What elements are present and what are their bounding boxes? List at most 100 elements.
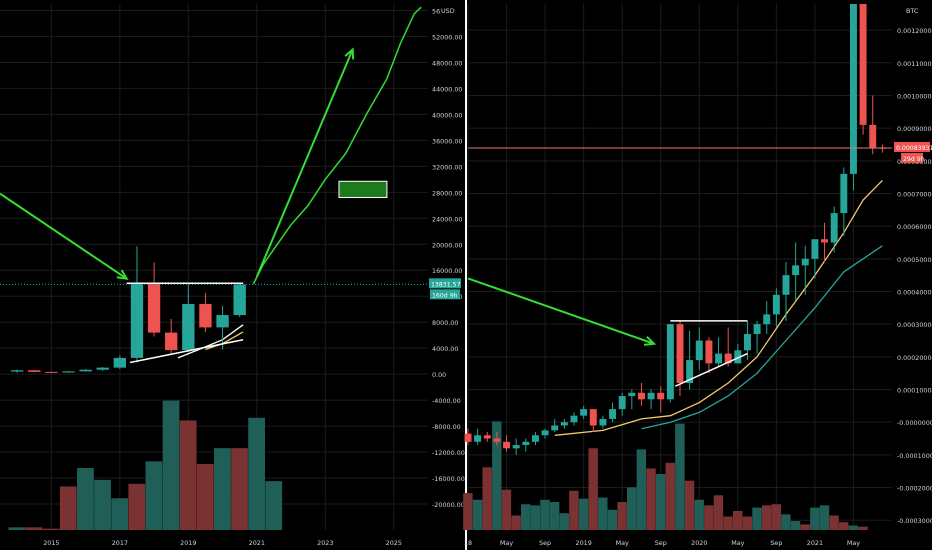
annotation-arrow[interactable] bbox=[467, 277, 657, 346]
chart-left-usd[interactable]: -20000.00 -16000.00 -12000.00 -8000.00 -4000… bbox=[0, 0, 466, 550]
candle[interactable] bbox=[62, 371, 75, 373]
support-trend-line[interactable] bbox=[129, 338, 244, 364]
candle[interactable] bbox=[45, 371, 58, 373]
candle[interactable] bbox=[522, 438, 530, 452]
arrow-head bbox=[643, 335, 657, 346]
candle[interactable] bbox=[28, 369, 41, 373]
candle[interactable] bbox=[859, 4, 867, 135]
candle[interactable] bbox=[560, 418, 568, 429]
candle[interactable] bbox=[474, 428, 482, 446]
price-axis-labels: -0.00030000 -0.00020000 -0.00010000 -0.0000… bbox=[897, 27, 932, 525]
candle[interactable] bbox=[503, 435, 511, 452]
volume-bar bbox=[819, 505, 830, 530]
countdown-text: 29d 9h bbox=[903, 156, 925, 163]
candle[interactable] bbox=[647, 389, 655, 410]
candle[interactable] bbox=[637, 382, 645, 406]
candle[interactable] bbox=[599, 415, 607, 429]
candle-body bbox=[715, 353, 723, 364]
candle[interactable] bbox=[165, 318, 178, 354]
chart-right-btc[interactable]: -0.00030000 -0.00020000 -0.00010000 -0.0000… bbox=[463, 0, 932, 550]
volume-bar bbox=[265, 481, 283, 530]
time-tick-label: May bbox=[847, 539, 860, 547]
candle[interactable] bbox=[551, 418, 559, 432]
price-tick-label: 20000.00 bbox=[432, 241, 463, 249]
candle[interactable] bbox=[772, 288, 780, 328]
volume-bar bbox=[790, 521, 801, 530]
volume-bar bbox=[588, 448, 598, 530]
candle[interactable] bbox=[724, 327, 732, 367]
candle[interactable] bbox=[705, 337, 713, 374]
candle[interactable] bbox=[830, 206, 838, 253]
candle[interactable] bbox=[628, 389, 636, 410]
volume-bar bbox=[665, 462, 675, 530]
currency-badge[interactable]: USD bbox=[441, 7, 455, 15]
candle[interactable] bbox=[147, 262, 161, 337]
moving-average-line bbox=[641, 245, 883, 430]
volume-bar bbox=[617, 502, 627, 530]
price-tick-label: -0.00020000 bbox=[897, 485, 932, 493]
time-tick-label: 2021 bbox=[249, 539, 265, 547]
candle[interactable] bbox=[618, 392, 626, 416]
projection-path[interactable] bbox=[252, 6, 422, 285]
candle[interactable] bbox=[130, 246, 144, 363]
candle[interactable] bbox=[182, 284, 195, 353]
candle[interactable] bbox=[589, 409, 597, 432]
candle-body bbox=[165, 332, 178, 351]
candle[interactable] bbox=[763, 301, 771, 334]
candle-body bbox=[666, 324, 674, 400]
candle[interactable] bbox=[96, 367, 109, 371]
candle[interactable] bbox=[79, 369, 92, 372]
candle[interactable] bbox=[657, 386, 665, 413]
price-tick-label: 28000.00 bbox=[432, 189, 463, 197]
candle[interactable] bbox=[216, 305, 229, 350]
last-price-tag[interactable] bbox=[894, 141, 930, 152]
target-box[interactable] bbox=[338, 180, 388, 199]
candle[interactable] bbox=[801, 245, 809, 295]
candle[interactable] bbox=[531, 431, 539, 446]
candle[interactable] bbox=[753, 320, 761, 354]
last-price-tag[interactable] bbox=[429, 278, 461, 289]
grid-lines bbox=[0, 4, 428, 530]
candle[interactable] bbox=[695, 327, 703, 370]
candle[interactable] bbox=[666, 324, 674, 403]
candle[interactable] bbox=[512, 438, 520, 455]
annotation-arrow[interactable] bbox=[255, 47, 355, 278]
candle[interactable] bbox=[811, 239, 819, 279]
candle[interactable] bbox=[113, 355, 127, 369]
candle[interactable] bbox=[849, 4, 857, 191]
candle[interactable] bbox=[821, 222, 829, 263]
candle[interactable] bbox=[869, 95, 877, 155]
price-axis-area[interactable] bbox=[893, 0, 932, 550]
candle[interactable] bbox=[10, 369, 24, 373]
volume-bar bbox=[781, 514, 791, 530]
volume-bar bbox=[636, 449, 647, 530]
candle[interactable] bbox=[715, 337, 723, 367]
candle[interactable] bbox=[840, 167, 848, 236]
candle[interactable] bbox=[792, 242, 800, 302]
candle[interactable] bbox=[493, 431, 501, 446]
candle[interactable] bbox=[570, 412, 578, 426]
candle[interactable] bbox=[609, 402, 617, 423]
volume-bar bbox=[559, 513, 569, 530]
candle-body bbox=[216, 315, 229, 328]
price-tick-label: 24000.00 bbox=[432, 215, 463, 223]
volume-bar bbox=[713, 495, 724, 530]
candle-body bbox=[772, 294, 780, 315]
price-tick-label: 0.00010000 bbox=[897, 387, 932, 395]
candle[interactable] bbox=[580, 405, 588, 419]
candle[interactable] bbox=[782, 262, 790, 321]
candle-body bbox=[96, 367, 109, 370]
candle[interactable] bbox=[541, 428, 549, 439]
support-trend-line[interactable] bbox=[674, 352, 748, 387]
candle-body bbox=[830, 213, 838, 243]
time-tick-label: Sep bbox=[539, 539, 551, 547]
candle[interactable] bbox=[233, 283, 246, 318]
candle[interactable] bbox=[483, 431, 491, 442]
candle[interactable] bbox=[464, 428, 472, 446]
price-axis-area[interactable] bbox=[428, 0, 466, 550]
candle[interactable] bbox=[734, 343, 742, 364]
candle[interactable] bbox=[199, 292, 212, 332]
price-tick-label: 0.00060000 bbox=[897, 223, 932, 231]
currency-badge[interactable]: BTC bbox=[906, 7, 919, 15]
annotation-arrow[interactable] bbox=[0, 192, 129, 280]
